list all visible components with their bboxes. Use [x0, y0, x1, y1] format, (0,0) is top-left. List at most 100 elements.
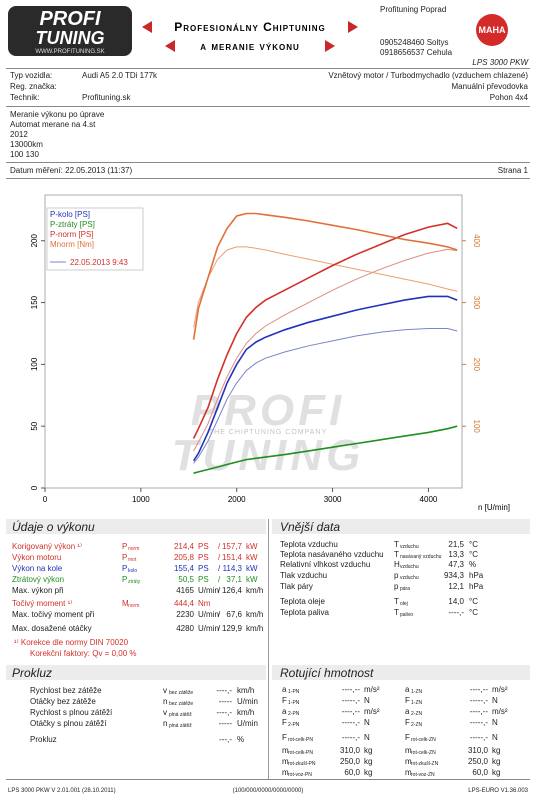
- arrow: [142, 21, 152, 33]
- symbol-sub: rot-celk-PN: [288, 737, 314, 743]
- row-label: Max. točivý moment při: [12, 610, 95, 619]
- unit: km/h: [237, 686, 255, 695]
- symbol-sub: ztráty: [128, 579, 141, 585]
- unit: °C: [469, 608, 478, 617]
- symbol-sub: rot-voz-ZN: [411, 772, 435, 778]
- unit: %: [469, 560, 477, 569]
- symbol: F: [405, 696, 410, 705]
- value: ----,--: [341, 685, 360, 694]
- value: 37,1: [226, 575, 242, 584]
- note: 13000km: [10, 140, 43, 149]
- y-tick-label: 0: [30, 485, 39, 490]
- symbol: m: [405, 746, 412, 755]
- value: 157,7: [221, 542, 242, 551]
- symbol-sub: rot-celk-ZN: [411, 750, 436, 756]
- value: 47,3: [448, 560, 464, 569]
- symbol: a: [282, 685, 287, 694]
- unit: °C: [469, 550, 478, 559]
- x-tick-label: 1000: [132, 495, 150, 504]
- row-label: Rychlost s plnou zátěží: [30, 708, 113, 717]
- symbol: P: [122, 564, 128, 573]
- value: 310,0: [339, 746, 360, 755]
- value: 13,3: [448, 550, 464, 559]
- unit: N: [492, 696, 498, 705]
- unit: kg: [492, 768, 501, 777]
- row-label: Korigovaný výkon ¹⁾: [12, 542, 82, 551]
- symbol: a: [405, 685, 410, 694]
- legend-entry: P-kolo [PS]: [50, 210, 90, 219]
- value: ----,-: [216, 708, 232, 717]
- unit: kg: [492, 746, 501, 755]
- label: Reg. značka:: [10, 82, 57, 91]
- symbol: F: [405, 718, 410, 727]
- plot-area: [44, 194, 463, 489]
- symbol-sub: vzduchu: [400, 564, 419, 570]
- row-label: Výkon motoru: [12, 553, 62, 562]
- unit: kW: [246, 542, 258, 551]
- symbol-sub: rot-zkušl-ZN: [411, 761, 439, 767]
- value: -----,-: [341, 733, 360, 742]
- symbol-sub: 1-ZN: [411, 689, 423, 695]
- unit: PS: [198, 542, 209, 551]
- symbol-sub: nasávaný vzduchu: [400, 554, 442, 560]
- unit: U/min: [237, 697, 258, 706]
- symbol: a: [282, 707, 287, 716]
- footer: (100/000/0000/0000/0000): [232, 788, 304, 794]
- symbol-sub: 2-ZN: [411, 722, 423, 728]
- unit: N: [364, 718, 370, 727]
- value: 50,5: [178, 575, 194, 584]
- separator: /: [218, 624, 221, 633]
- unit: kW: [246, 575, 258, 584]
- footnote: Korekční faktory: Qv = 0,00 %: [30, 649, 137, 658]
- arrow: [325, 40, 335, 52]
- value: ----,-: [216, 686, 232, 695]
- date: Datum měření: 22.05.2013 (11:37): [10, 166, 133, 175]
- value: 126,4: [221, 586, 242, 595]
- separator: /: [218, 610, 221, 619]
- row-label: Max. dosažené otáčky: [12, 624, 92, 633]
- y-tick-label: 200: [30, 234, 39, 248]
- value: 2230: [176, 610, 194, 619]
- divider: [268, 519, 269, 779]
- series-line: [192, 295, 458, 462]
- series-line: [192, 212, 458, 340]
- symbol-sub: bez zátěže: [169, 701, 194, 707]
- unit: %: [237, 735, 245, 744]
- section-title: Údaje o výkonu: [12, 520, 95, 534]
- value: 444,4: [173, 599, 194, 608]
- symbol: n: [163, 697, 168, 706]
- y2-tick-label: 200: [472, 358, 481, 372]
- unit: kg: [364, 768, 373, 777]
- unit: km/h: [246, 624, 264, 633]
- value: -----,-: [469, 696, 488, 705]
- symbol-sub: rot-celk-PN: [288, 750, 314, 756]
- label: Technik:: [10, 93, 40, 102]
- unit: m/s²: [364, 685, 380, 694]
- symbol: F: [282, 696, 287, 705]
- row-label: Prokluz: [30, 735, 57, 744]
- legend-entry: 22.05.2013 9:43: [70, 258, 128, 267]
- symbol-sub: rot-zkušl-PN: [288, 761, 316, 767]
- symbol: m: [282, 757, 289, 766]
- unit: kW: [246, 553, 258, 562]
- series-line: [193, 425, 458, 474]
- label: Typ vozidla:: [10, 71, 53, 80]
- y-tick-label: 100: [30, 357, 39, 371]
- symbol: F: [282, 733, 287, 742]
- symbol: F: [405, 733, 410, 742]
- symbol: P: [122, 575, 128, 584]
- x-tick-label: 2000: [228, 495, 246, 504]
- section-band: [6, 665, 266, 680]
- row-label: Ztrátový výkon: [12, 575, 65, 584]
- unit: N: [492, 718, 498, 727]
- value: Profituning.sk: [82, 93, 131, 102]
- symbol: m: [282, 768, 289, 777]
- title: Profesionálny Chiptuning: [174, 20, 326, 34]
- rule: [6, 68, 530, 69]
- arrow: [165, 40, 175, 52]
- unit: PS: [198, 553, 209, 562]
- legend-entry: Mnorm [Nm]: [50, 240, 94, 249]
- symbol-sub: olej: [400, 601, 408, 607]
- value: 205,8: [173, 553, 194, 562]
